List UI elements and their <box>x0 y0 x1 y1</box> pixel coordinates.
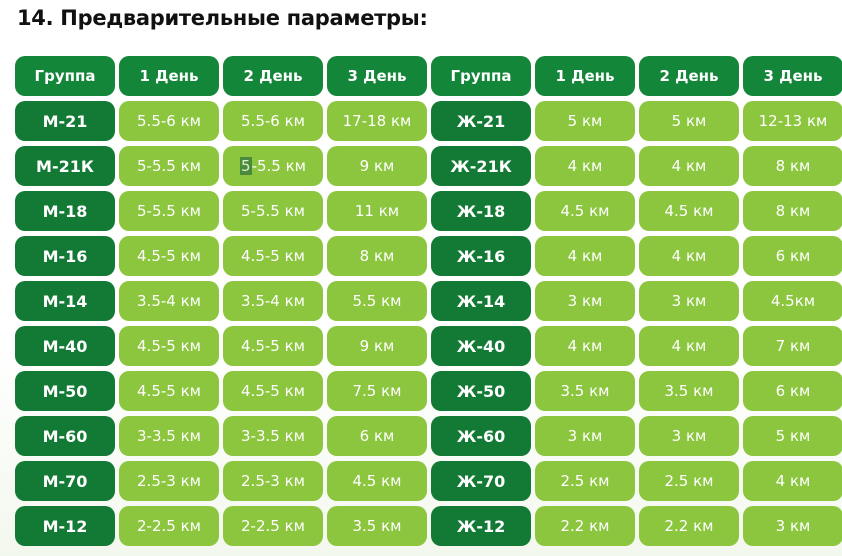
women-group-cell: Ж-70 <box>431 461 531 501</box>
men-day3-cell: 3.5 км <box>327 506 427 546</box>
women-day1-cell: 4 км <box>535 146 635 186</box>
header-day3-men: 3 День <box>327 56 427 96</box>
men-day2-cell: 5.5-6 км <box>223 101 323 141</box>
men-day2-cell: 4.5-5 км <box>223 371 323 411</box>
men-day2-cell: 5-5.5 км <box>223 191 323 231</box>
men-day3-cell: 6 км <box>327 416 427 456</box>
women-day2-cell: 3 км <box>639 281 739 321</box>
women-day2-cell: 5 км <box>639 101 739 141</box>
women-day2-cell: 4 км <box>639 236 739 276</box>
women-day2-cell: 4 км <box>639 326 739 366</box>
women-group-cell: Ж-14 <box>431 281 531 321</box>
men-day2-cell: 2-2.5 км <box>223 506 323 546</box>
men-day1-cell: 4.5-5 км <box>119 326 219 366</box>
men-day1-cell: 5-5.5 км <box>119 146 219 186</box>
women-day2-cell: 2.2 км <box>639 506 739 546</box>
men-group-cell: М-14 <box>15 281 115 321</box>
women-group-cell: Ж-21К <box>431 146 531 186</box>
men-day2-cell: 5-5.5 км <box>223 146 323 186</box>
parameters-table: Группа 1 День 2 День 3 День Группа 1 Ден… <box>15 56 842 546</box>
men-group-cell: М-12 <box>15 506 115 546</box>
men-group-cell: М-70 <box>15 461 115 501</box>
men-group-cell: М-21К <box>15 146 115 186</box>
women-day1-cell: 3 км <box>535 281 635 321</box>
women-group-cell: Ж-60 <box>431 416 531 456</box>
men-day1-cell: 3-3.5 км <box>119 416 219 456</box>
men-day2-cell: 3.5-4 км <box>223 281 323 321</box>
women-day1-cell: 4.5 км <box>535 191 635 231</box>
women-group-cell: Ж-18 <box>431 191 531 231</box>
men-day1-cell: 4.5-5 км <box>119 236 219 276</box>
women-day1-cell: 5 км <box>535 101 635 141</box>
men-day3-cell: 11 км <box>327 191 427 231</box>
header-day1-women: 1 День <box>535 56 635 96</box>
women-day1-cell: 2.5 км <box>535 461 635 501</box>
men-group-cell: М-18 <box>15 191 115 231</box>
men-group-cell: М-50 <box>15 371 115 411</box>
men-group-cell: М-40 <box>15 326 115 366</box>
men-day1-cell: 2-2.5 км <box>119 506 219 546</box>
women-group-cell: Ж-50 <box>431 371 531 411</box>
men-day3-cell: 4.5 км <box>327 461 427 501</box>
men-day1-cell: 4.5-5 км <box>119 371 219 411</box>
women-group-cell: Ж-12 <box>431 506 531 546</box>
women-day3-cell: 4 км <box>743 461 842 501</box>
men-group-cell: М-60 <box>15 416 115 456</box>
women-day1-cell: 4 км <box>535 326 635 366</box>
men-day1-cell: 5.5-6 км <box>119 101 219 141</box>
women-day1-cell: 3 км <box>535 416 635 456</box>
women-group-cell: Ж-40 <box>431 326 531 366</box>
women-day1-cell: 3.5 км <box>535 371 635 411</box>
header-group-men: Группа <box>15 56 115 96</box>
women-day2-cell: 4 км <box>639 146 739 186</box>
header-day3-women: 3 День <box>743 56 842 96</box>
women-day3-cell: 8 км <box>743 191 842 231</box>
men-day2-cell: 4.5-5 км <box>223 326 323 366</box>
page-title: 14. Предварительные параметры: <box>17 6 428 30</box>
women-day2-cell: 3 км <box>639 416 739 456</box>
men-day2-cell: 3-3.5 км <box>223 416 323 456</box>
women-day3-cell: 5 км <box>743 416 842 456</box>
men-day1-cell: 5-5.5 км <box>119 191 219 231</box>
men-day3-cell: 5.5 км <box>327 281 427 321</box>
header-group-women: Группа <box>431 56 531 96</box>
women-group-cell: Ж-16 <box>431 236 531 276</box>
women-day3-cell: 6 км <box>743 236 842 276</box>
men-day3-cell: 9 км <box>327 146 427 186</box>
men-day2-cell: 4.5-5 км <box>223 236 323 276</box>
men-day2-cell: 2.5-3 км <box>223 461 323 501</box>
women-day2-cell: 4.5 км <box>639 191 739 231</box>
men-day1-cell: 3.5-4 км <box>119 281 219 321</box>
women-day3-cell: 12-13 км <box>743 101 842 141</box>
header-day2-women: 2 День <box>639 56 739 96</box>
header-day1-men: 1 День <box>119 56 219 96</box>
women-day1-cell: 4 км <box>535 236 635 276</box>
men-day1-cell: 2.5-3 км <box>119 461 219 501</box>
women-day2-cell: 2.5 км <box>639 461 739 501</box>
women-day3-cell: 7 км <box>743 326 842 366</box>
women-day3-cell: 8 км <box>743 146 842 186</box>
women-day3-cell: 4.5км <box>743 281 842 321</box>
women-day3-cell: 3 км <box>743 506 842 546</box>
women-day3-cell: 6 км <box>743 371 842 411</box>
women-day1-cell: 2.2 км <box>535 506 635 546</box>
men-day3-cell: 8 км <box>327 236 427 276</box>
men-group-cell: М-21 <box>15 101 115 141</box>
men-day3-cell: 7.5 км <box>327 371 427 411</box>
men-group-cell: М-16 <box>15 236 115 276</box>
header-day2-men: 2 День <box>223 56 323 96</box>
women-group-cell: Ж-21 <box>431 101 531 141</box>
text-selection-highlight: 5 <box>240 157 252 175</box>
men-day3-cell: 9 км <box>327 326 427 366</box>
men-day3-cell: 17-18 км <box>327 101 427 141</box>
women-day2-cell: 3.5 км <box>639 371 739 411</box>
